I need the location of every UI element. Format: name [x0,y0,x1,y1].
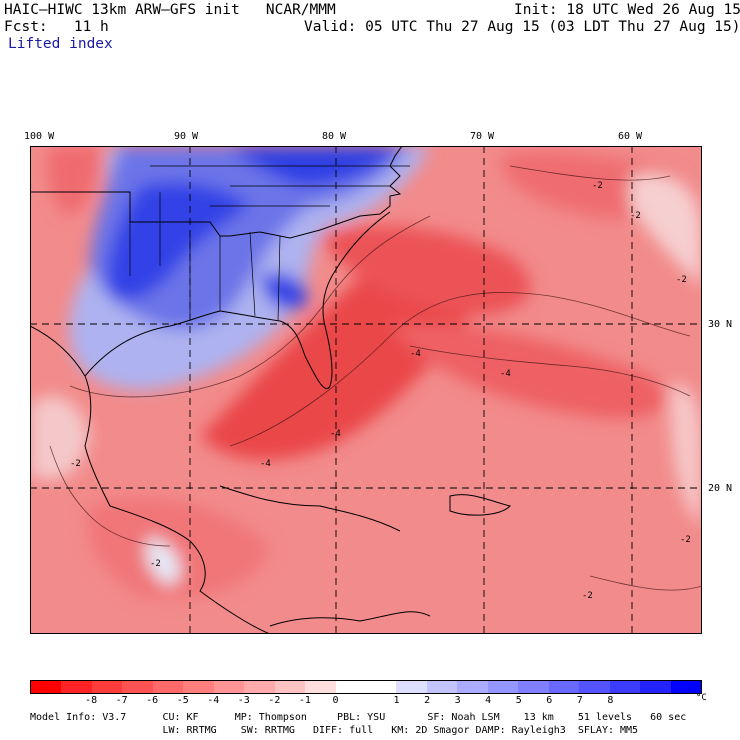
contour-label: -2 [70,459,81,469]
colorbar-swatch [335,681,366,693]
contour-minus-2-ne [509,165,671,181]
colorbar-tick-label: 6 [546,695,553,706]
contour-label: -2 [150,559,161,569]
field-strong-positive-ga [260,273,308,310]
colorbar-swatch [152,681,184,693]
contour-minus-4-b [409,345,691,397]
hispaniola-coast [449,494,511,516]
colorbar-swatch [213,681,245,693]
colorbar-tick-label: -2 [268,695,281,706]
model-info-line-2: LW: RRTMG SW: RRTMG DIFF: full KM: 2D Sm… [30,725,639,736]
lon-label-60w: 60 W [618,131,643,142]
field-neutral-yucatan [146,536,181,586]
colorbar-swatch [244,681,275,693]
colorbar-tick-label: 8 [607,695,614,706]
south-america-coast [269,611,431,627]
field-strong-negative-3 [390,323,667,419]
lon-label-100w: 100 W [24,131,55,142]
colorbar-swatch [579,681,610,693]
colorbar-swatch [31,681,62,693]
field-strong-negative-1 [200,249,479,460]
contour-label: -4 [500,369,511,379]
lifted-index-map: -2 -2 -2 -2 -2 -4 -4 -4 -4 -2 -2 [30,146,702,634]
colorbar-tick-label: -8 [85,695,98,706]
colorbar-swatch [487,681,519,693]
colorbar-swatch [518,681,549,693]
model-title: HAIC–HIWC 13km ARW–GFS init NCAR/MMM [4,2,336,18]
field-negative-texas [48,146,100,216]
contour-minus-2-w [49,445,171,547]
colorbar-swatch [305,681,336,693]
mexico-coast [30,325,271,634]
contour-label: -4 [330,429,341,439]
lat-lon-grid [30,146,702,634]
field-strong-negative-2 [320,225,531,316]
lon-label-90w: 90 W [174,131,199,142]
colorbar-swatch [609,681,641,693]
valid-time: Valid: 05 UTC Thu 27 Aug 15 (03 LDT Thu … [304,19,740,35]
contour-label: -2 [582,591,593,601]
colorbar-swatch [426,681,458,693]
colorbar-tick-label: -4 [207,695,220,706]
colorbar-tick-label: 5 [515,695,522,706]
colorbar-tick-label: 4 [485,695,492,706]
contour-label: -2 [680,535,691,545]
colorbar-swatch [396,681,427,693]
state-lines [129,165,410,322]
gulf-coast [84,211,391,389]
colorbar-swatch [548,681,580,693]
colorbar-swatch [91,681,123,693]
colorbar-swatch [61,681,92,693]
colorbar-swatch [122,681,153,693]
colorbar-tick-label: -1 [298,695,311,706]
contour-minus-4-a [229,292,691,447]
init-time: Init: 18 UTC Wed 26 Aug 15 [514,2,740,18]
colorbar-tick-label: 7 [576,695,583,706]
model-info-line-1: Model Info: V3.7 CU: KF MP: Thompson PBL… [30,712,687,723]
field-name: Lifted index [8,36,113,52]
field-negative-sw [87,498,270,599]
field-light-e [670,384,702,526]
colorbar-tick-label: -3 [237,695,250,706]
contour-label-group: -2 -2 -2 -2 -2 -4 -4 -4 -4 -2 -2 [70,181,691,601]
colorbar-tick-label: 3 [454,695,461,706]
contour-minus-2-se [589,575,702,591]
colorbar-swatch [183,681,214,693]
contour-label: -4 [260,459,271,469]
lon-label-80w: 80 W [322,131,347,142]
state-borders [129,165,410,322]
colorbar-swatch [457,681,488,693]
colorbar-tick-label: -6 [146,695,159,706]
colorbar-swatch [670,681,701,693]
contour-zero [69,215,431,398]
field-strong-positive-gulf [107,182,250,300]
lat-label-30n: 30 N [708,319,733,330]
colorbar-tick-label: 1 [393,695,400,706]
colorbar-tick-label: 0 [332,695,339,706]
contour-label: -2 [630,211,641,221]
coastlines [30,146,511,634]
map-frame [30,146,702,634]
lat-label-20n: 20 N [708,483,733,494]
colorbar [30,680,702,694]
cuba-coast [219,485,401,532]
contour-lines [49,165,702,591]
colorbar-swatch [274,681,306,693]
forecast-hour: Fcst: 11 h [4,19,109,35]
colorbar-unit: °C [696,693,707,703]
contour-label: -2 [592,181,603,191]
lifted-index-field [30,146,702,599]
us-border-lines [30,146,403,239]
colorbar-tick-label: -5 [176,695,189,706]
colorbar-tick-label: -7 [115,695,128,706]
contour-label: -4 [410,349,421,359]
field-light-w [30,396,90,480]
colorbar-tick-label: 2 [424,695,431,706]
colorbar-swatch [365,681,397,693]
colorbar-swatch [640,681,671,693]
field-light-ne [630,173,702,286]
contour-label: -2 [676,275,687,285]
lon-label-70w: 70 W [470,131,495,142]
